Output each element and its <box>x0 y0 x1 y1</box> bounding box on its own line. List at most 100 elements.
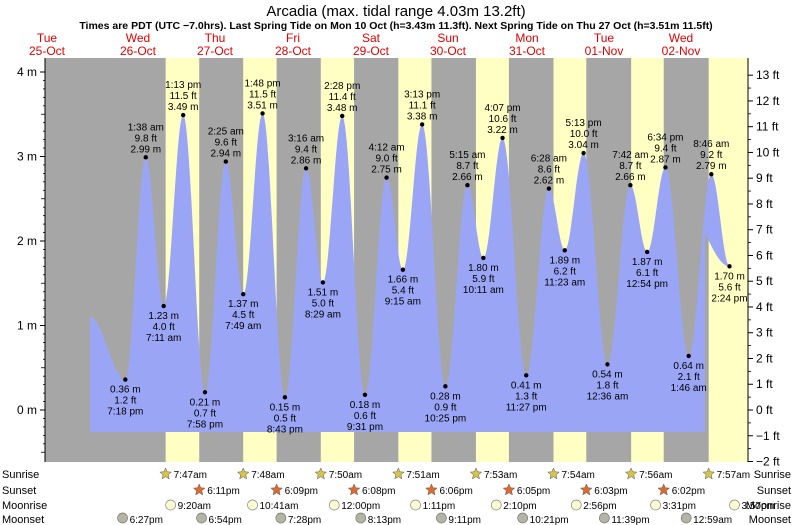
tide-point <box>546 186 552 191</box>
tide-point <box>605 362 610 367</box>
sunset-time: 6:11pm <box>207 486 240 497</box>
moonset-time: 7:28pm <box>288 515 321 525</box>
moonset-icon <box>436 512 447 524</box>
moonrise-time: 2:10pm <box>503 501 536 512</box>
sunrise-time: 7:57am <box>717 470 750 481</box>
moonset-icon <box>275 512 287 524</box>
high-tide-time: 2:25 am <box>208 127 244 138</box>
tide-point <box>282 395 288 400</box>
low-tide-ft: 2.1 ft <box>678 372 700 383</box>
tide-point <box>143 155 148 160</box>
sunrise-time: 7:54am <box>562 470 595 481</box>
high-tide-time: 7:42 am <box>612 150 648 161</box>
tide-point <box>320 280 326 285</box>
tide-curve-layer <box>90 113 730 433</box>
day-name: Sun <box>437 31 458 45</box>
low-tide-time: 7:49 am <box>225 321 261 332</box>
day-name: Thu <box>205 31 226 45</box>
high-tide-m: 3.22 m <box>487 125 518 136</box>
sunrise-time: 7:51am <box>406 470 439 481</box>
day-date: 29-Oct <box>353 44 390 58</box>
high-tide-ft: 11.5 ft <box>249 89 276 100</box>
right-tick-label: 3 ft <box>756 326 773 340</box>
right-tick-label: 9 ft <box>756 171 773 185</box>
low-tide-m: 0.18 m <box>350 400 381 411</box>
low-tide-ft: 0.7 ft <box>194 408 216 419</box>
low-tide-ft: 5.0 ft <box>312 298 334 309</box>
moonrise-icon <box>410 499 421 511</box>
high-tide-time: 4:12 am <box>368 143 404 154</box>
high-tide-ft: 9.6 ft <box>215 138 237 149</box>
low-tide-ft: 1.3 ft <box>515 391 537 402</box>
moonrise-icon <box>490 499 502 511</box>
low-tide-m: 0.54 m <box>592 369 623 380</box>
high-tide-time: 6:34 pm <box>647 132 683 143</box>
sunset-icon <box>579 483 593 496</box>
sunset-icon <box>192 483 206 496</box>
sunset-time: 6:06pm <box>439 486 472 497</box>
day-date: 01-Nov <box>585 44 624 58</box>
high-tide-ft: 8.7 ft <box>456 161 478 172</box>
high-tide-time: 3:13 pm <box>404 89 440 100</box>
high-tide-ft: 10.6 ft <box>489 114 517 125</box>
sunrise-icon <box>702 467 716 480</box>
tide-point <box>161 303 166 309</box>
high-tide-m: 3.38 m <box>407 111 438 122</box>
low-tide-ft: 0.5 ft <box>274 413 296 424</box>
low-tide-ft: 0.9 ft <box>434 402 456 413</box>
tide-point <box>465 183 470 188</box>
high-tide-m: 2.86 m <box>291 155 322 166</box>
sunrise-icon <box>159 467 172 480</box>
moonrise-icon <box>247 499 258 511</box>
tide-point <box>180 112 186 118</box>
moonrise-row-label-right: Moonrise <box>746 500 791 512</box>
moonrise-icon <box>165 499 176 511</box>
moonset-time: 6:54pm <box>209 515 242 525</box>
sunrise-time: 7:47am <box>174 470 207 481</box>
sunrise-icon <box>547 467 560 480</box>
low-tide-ft: 6.2 ft <box>554 266 576 277</box>
tide-point <box>481 255 486 261</box>
moonset-time: 8:13pm <box>368 515 401 525</box>
sunset-time: 6:05pm <box>517 486 550 497</box>
sunrise-time: 7:53am <box>484 470 517 481</box>
moonset-time: 11:39pm <box>611 515 649 525</box>
tide-point <box>644 249 650 255</box>
tide-point <box>241 292 246 297</box>
low-tide-m: 0.21 m <box>190 397 221 408</box>
low-tide-time: 9:15 am <box>385 297 421 308</box>
low-tide-ft: 4.5 ft <box>232 310 254 321</box>
moonrise-icon <box>328 499 340 511</box>
day-name: Wed <box>126 31 150 45</box>
low-tide-time: 1:46 am <box>671 383 707 394</box>
moonset-time: 12:59am <box>693 515 732 525</box>
moonset-icon <box>680 512 692 524</box>
chart-subtitle: Times are PDT (UTC −7.0hrs). Last Spring… <box>79 20 712 32</box>
low-tide-time: 8:43 pm <box>267 424 303 435</box>
high-tide-ft: 10.0 ft <box>570 129 598 140</box>
moonrise-time: 12:00pm <box>341 501 380 512</box>
right-tick-label: 1 ft <box>756 377 773 391</box>
moonset-icon <box>599 512 610 524</box>
high-tide-ft: 9.8 ft <box>135 133 157 144</box>
high-tide-m: 2.87 m <box>650 154 681 165</box>
low-tide-m: 0.28 m <box>430 391 461 402</box>
low-tide-m: 1.89 m <box>549 255 580 266</box>
sunset-time: 6:09pm <box>285 486 318 497</box>
moonset-time: 10:21pm <box>530 515 569 525</box>
tide-point <box>260 111 265 116</box>
right-tick-label: 8 ft <box>756 197 773 211</box>
header-layer: Arcadia (max. tidal range 4.03m 13.2ft) … <box>29 3 713 58</box>
high-tide-time: 6:28 am <box>531 154 567 165</box>
high-tide-time: 5:13 pm <box>566 118 602 129</box>
sunset-time: 6:03pm <box>594 486 627 497</box>
moonset-icon <box>355 512 367 524</box>
moonrise-row-label: Moonrise <box>2 500 47 512</box>
axis-layer: 4 m 3 m 2 m 1 m 0 m 13 ft 12 ft 11 ft 10 ft 9 ft 8… <box>17 58 780 469</box>
low-tide-ft: 5.6 ft <box>718 282 740 293</box>
high-tide-time: 1:48 pm <box>244 78 280 89</box>
sunrise-row-label: Sunrise <box>2 469 39 481</box>
tide-point <box>581 150 586 156</box>
sunset-icon <box>425 483 438 496</box>
